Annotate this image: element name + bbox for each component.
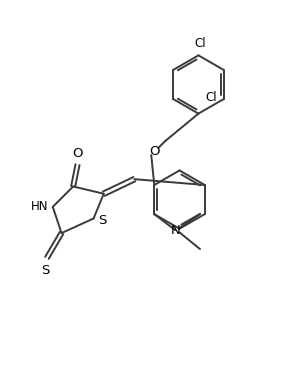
Text: HN: HN bbox=[31, 200, 48, 213]
Text: Cl: Cl bbox=[194, 37, 206, 50]
Text: N: N bbox=[171, 223, 181, 237]
Text: O: O bbox=[72, 147, 83, 159]
Text: O: O bbox=[150, 145, 160, 158]
Text: Cl: Cl bbox=[206, 91, 217, 104]
Text: S: S bbox=[41, 264, 50, 277]
Text: S: S bbox=[98, 214, 106, 227]
